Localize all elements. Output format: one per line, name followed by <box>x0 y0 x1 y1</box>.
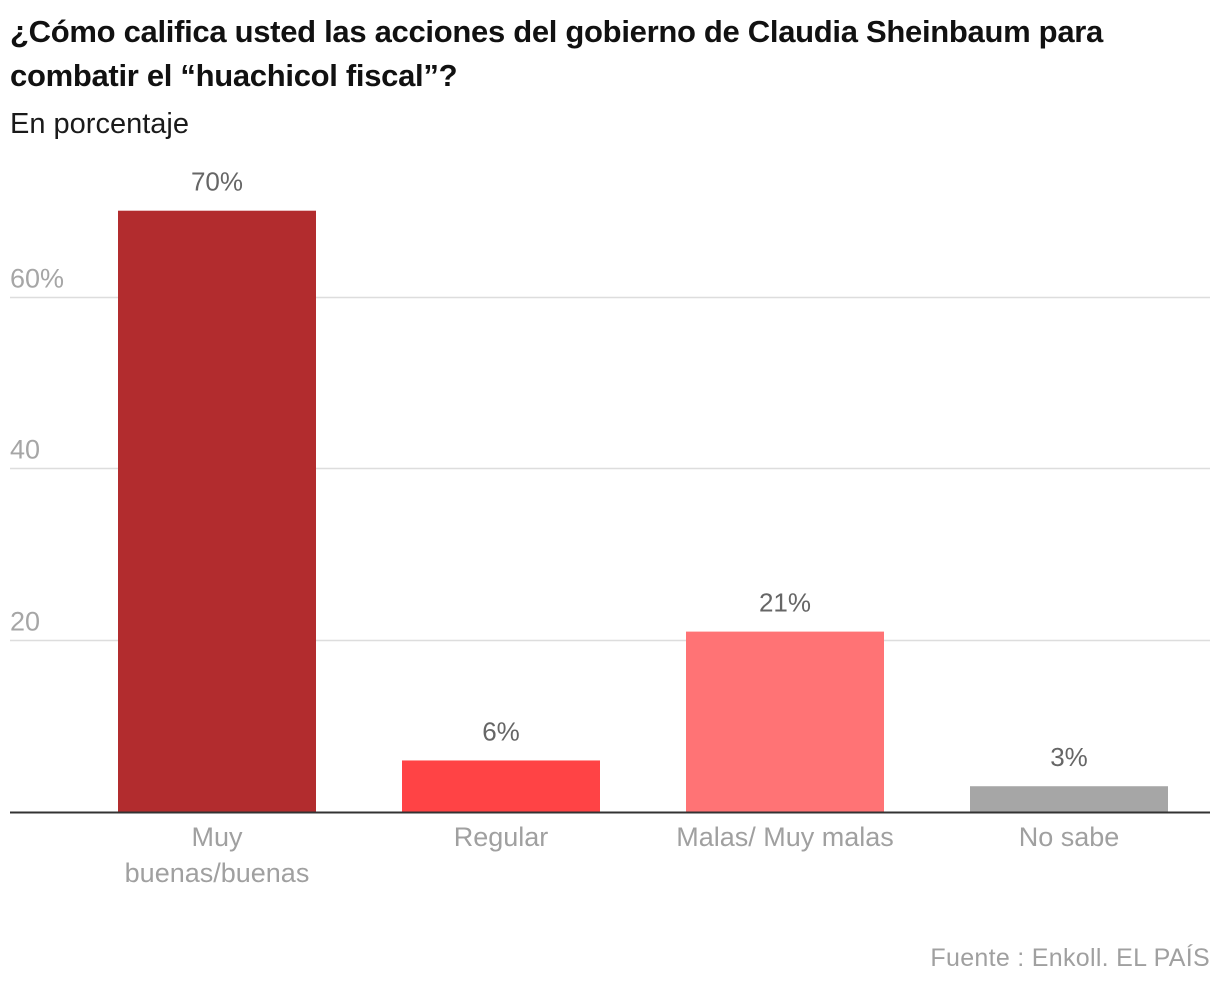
value-label: 21% <box>759 588 811 618</box>
category-label: Regular <box>454 822 549 852</box>
category-label: buenas/buenas <box>125 858 310 888</box>
chart-title: ¿Cómo califica usted las acciones del go… <box>10 14 1103 93</box>
labels: 20 40 60% 70% Muy buenas/buenas 6% Regular 21% Ma… <box>10 167 1119 888</box>
y-tick-label: 20 <box>10 607 40 637</box>
y-tick-label: 40 <box>10 435 40 465</box>
bars <box>118 210 1168 812</box>
value-label: 70% <box>191 167 243 197</box>
bar <box>402 760 600 812</box>
chart-subtitle: En porcentaje <box>10 108 189 140</box>
bar <box>118 210 316 812</box>
value-label: 3% <box>1050 742 1088 772</box>
category-label: Muy <box>191 822 243 852</box>
y-tick-label: 60% <box>10 264 64 294</box>
bar <box>686 631 884 812</box>
category-label: Malas/ Muy malas <box>676 822 894 852</box>
source-note: Fuente : Enkoll. EL PAÍS <box>930 944 1210 972</box>
bar <box>970 786 1168 812</box>
category-label: No sabe <box>1019 822 1120 852</box>
value-label: 6% <box>482 716 520 746</box>
